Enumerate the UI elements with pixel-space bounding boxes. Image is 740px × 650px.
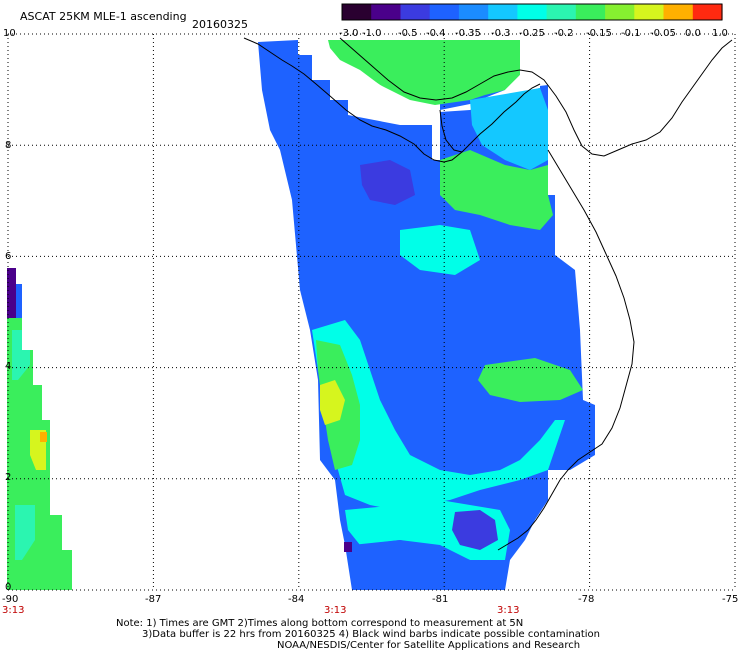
y-tick: 10 (3, 28, 16, 39)
main-swath-darkblue (452, 510, 498, 550)
colorbar-swatch (692, 4, 723, 20)
colorbar-swatch (634, 4, 665, 20)
colorbar-swatch (458, 4, 489, 20)
colorbar-frame (341, 3, 723, 21)
left-swath-indigo (7, 268, 16, 318)
map-date: 20160325 (192, 18, 248, 31)
main-swath-cyan-band (312, 320, 565, 510)
note-line-1: Note: 1) Times are GMT 2)Times along bot… (116, 618, 523, 629)
coastline (243, 37, 733, 551)
main-swath-yellow-west (320, 380, 345, 425)
colorbar-label: -0.15 (586, 28, 612, 39)
y-tick: 0 (5, 582, 11, 593)
coastline-north (243, 37, 541, 163)
note-line-3: NOAA/NESDIS/Center for Satellite Applica… (277, 640, 580, 650)
main-swath-green-east (440, 150, 553, 230)
pass-times: 3:13 3:13 3:13 (2, 605, 519, 616)
map-title: ASCAT 25KM MLE-1 ascending (20, 10, 187, 23)
colorbar-label: 1.0 (712, 28, 728, 39)
y-axis-labels: 0 2 4 6 8 10 (3, 28, 16, 593)
colorbar-label: -0.35 (455, 28, 481, 39)
coastline-inlet (439, 109, 463, 153)
left-swath-orange (40, 432, 47, 442)
colorbar-swatch (342, 4, 372, 20)
coastline-colombia (497, 149, 635, 551)
y-tick: 2 (5, 472, 11, 483)
colorbar-label: -0.5 (398, 28, 418, 39)
colorbar-label: -0.1 (621, 28, 641, 39)
y-tick: 6 (5, 251, 11, 262)
swath-data (7, 40, 595, 590)
x-tick: -81 (432, 594, 448, 605)
pass-time: 3:13 (497, 605, 519, 616)
x-tick: -90 (2, 594, 18, 605)
colorbar-swatch (400, 4, 431, 20)
main-swath-green-mid (478, 358, 583, 402)
main-swath-blue-bottom (352, 540, 505, 590)
colorbar-label: -0.25 (519, 28, 545, 39)
colorbar-swatch (546, 4, 577, 20)
lat-lon-grid (7, 33, 736, 591)
x-tick: -75 (722, 594, 738, 605)
x-tick: -78 (578, 594, 594, 605)
colorbar-labels: -3.0 -1.0 -0.5 -0.4 -0.35 -0.3 -0.25 -0.… (339, 28, 728, 39)
main-swath-darkblue-north (360, 160, 415, 205)
colorbar-label: -0.2 (554, 28, 574, 39)
note-line-2: 3)Data buffer is 22 hrs from 20160325 4)… (142, 629, 600, 640)
coastline-caribbean (339, 37, 733, 157)
colorbar-swatch (605, 4, 635, 20)
main-swath-indigo-pixel (344, 542, 352, 552)
colorbar-label: -1.0 (362, 28, 382, 39)
pass-time: 3:13 (324, 605, 346, 616)
colorbar-swatch (517, 4, 548, 20)
left-swath-cyan-low (15, 505, 35, 560)
colorbar (341, 3, 723, 21)
colorbar-swatch (575, 4, 606, 20)
main-swath-cyan-mid (400, 225, 480, 275)
colorbar-label: -0.05 (650, 28, 676, 39)
colorbar-swatch (488, 4, 518, 20)
main-swath-cyan-east (470, 88, 548, 170)
pass-time: 3:13 (2, 605, 24, 616)
main-swath-white-gap (335, 60, 540, 160)
x-tick: -84 (288, 594, 304, 605)
y-tick: 8 (5, 140, 11, 151)
x-tick: -87 (145, 594, 161, 605)
x-axis-labels: -90 -87 -84 -81 -78 -75 (2, 594, 738, 605)
y-tick: 4 (5, 361, 11, 372)
colorbar-label: -0.4 (426, 28, 446, 39)
colorbar-swatch (663, 4, 694, 20)
colorbar-swatch (371, 4, 401, 20)
colorbar-swatch (429, 4, 460, 20)
